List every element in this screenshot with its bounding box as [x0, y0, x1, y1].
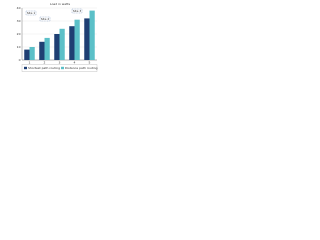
legend-label: Shortest path routing [28, 66, 60, 70]
bar [44, 37, 50, 60]
y-tick-label: 10 [17, 45, 21, 49]
legend-swatch [61, 66, 64, 70]
bar [84, 18, 90, 60]
y-tick-label: 40 [17, 6, 21, 10]
y-tick-label: 0 [19, 58, 21, 62]
y-tick-label: 30 [17, 19, 21, 23]
bar [29, 47, 35, 60]
y-tick-label: 20 [17, 32, 21, 36]
bar [24, 49, 30, 60]
bar [39, 41, 45, 60]
bar [59, 28, 65, 60]
bar [89, 10, 95, 61]
annotation: Site 1 [27, 11, 36, 15]
legend-label: Distance path routing [65, 66, 98, 70]
bar [54, 34, 60, 60]
bar [69, 26, 75, 60]
annotation: Site 2 [41, 17, 50, 21]
annotation-box [25, 10, 37, 16]
bar [74, 19, 80, 60]
legend-box [21, 64, 98, 72]
chart: Load in watts 0 10 20 30 40 1 2 3 4 5 Site 1 Site 2… [0, 0, 100, 78]
chart-title: Load in watts [50, 2, 70, 6]
page: {"chart_data": {"type": "bar", "title": … [0, 0, 100, 78]
x-tick-label: 1 [29, 61, 31, 65]
x-tick-label: 3 [59, 61, 61, 65]
x-tick-label: 2 [44, 61, 46, 65]
annotation: Site 3 [73, 9, 82, 13]
annotation-box [71, 8, 83, 14]
annotation-box [39, 16, 51, 22]
x-tick-label: 5 [89, 61, 91, 65]
x-tick-label: 4 [74, 61, 76, 65]
legend-swatch [24, 66, 27, 70]
